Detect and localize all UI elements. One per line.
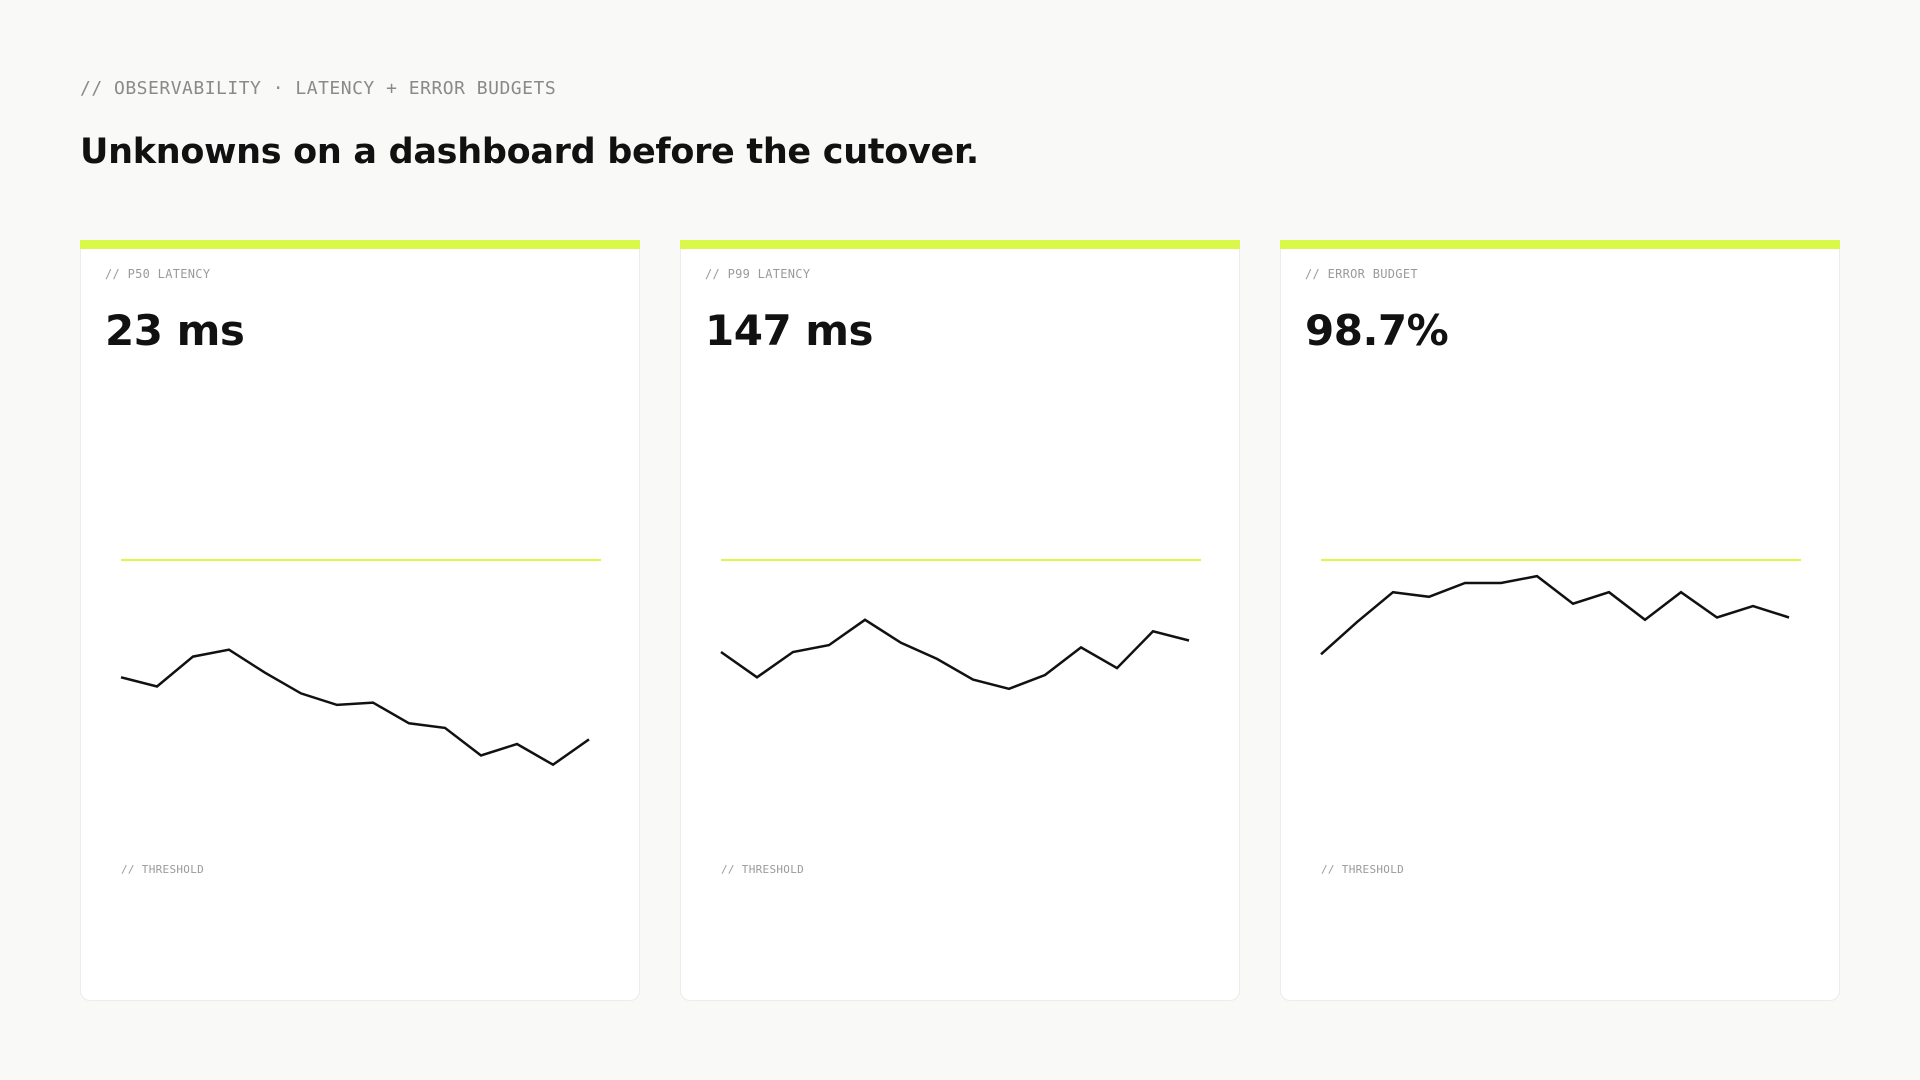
metric-value: 23 ms: [105, 306, 245, 355]
page-title: Unknowns on a dashboard before the cutov…: [80, 132, 979, 172]
metric-card-p99-latency: // P99 LATENCY 147 ms // THRESHOLD: [680, 240, 1240, 1001]
section-eyebrow: // OBSERVABILITY · LATENCY + ERROR BUDGE…: [80, 78, 557, 99]
card-accent-bar: [1280, 240, 1840, 249]
metric-card-error-budget: // ERROR BUDGET 98.7% // THRESHOLD: [1280, 240, 1840, 1001]
metric-label: // ERROR BUDGET: [1305, 267, 1418, 281]
threshold-label: // THRESHOLD: [1321, 863, 1405, 876]
metric-value: 98.7%: [1305, 306, 1449, 355]
metric-label: // P50 LATENCY: [105, 267, 211, 281]
metric-value: 147 ms: [705, 306, 874, 355]
threshold-label: // THRESHOLD: [121, 863, 205, 876]
metric-card-p50-latency: // P50 LATENCY 23 ms // THRESHOLD: [80, 240, 640, 1001]
series-line: [1320, 574, 1790, 656]
threshold-label: // THRESHOLD: [721, 863, 805, 876]
card-accent-bar: [80, 240, 640, 249]
sparkline-chart: [1320, 559, 1801, 656]
metric-cards: // P50 LATENCY 23 ms // THRESHOLD // P99…: [80, 240, 1841, 1001]
series-line: [120, 648, 590, 767]
sparkline-chart: [720, 559, 1201, 691]
series-line: [720, 618, 1190, 691]
metric-label: // P99 LATENCY: [705, 267, 811, 281]
card-accent-bar: [680, 240, 1240, 249]
sparkline-chart: [120, 559, 601, 767]
